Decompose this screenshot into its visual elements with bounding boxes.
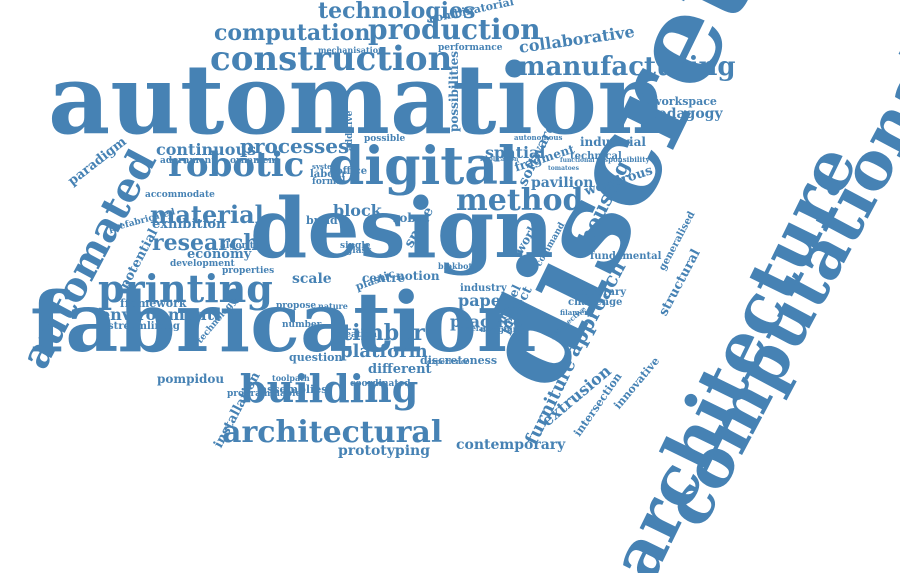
word-pompidou: pompidou <box>157 372 225 386</box>
word-implication: implication <box>480 156 519 163</box>
word-framework: framework <box>120 297 187 310</box>
word-manufacturing: manufacturing <box>518 52 736 82</box>
word-building: building <box>240 366 419 411</box>
word-mechanisation: mechanisation <box>318 45 384 55</box>
word-designing: designing <box>480 324 525 334</box>
word-possible: possible <box>364 134 406 144</box>
word-build: build <box>306 214 338 227</box>
word-economy: economy <box>187 247 252 262</box>
word-technical: technical <box>570 151 622 162</box>
word-prototyping: prototyping <box>338 443 430 459</box>
word-filament: filament <box>560 308 593 317</box>
word-artefact: artefact <box>460 324 491 333</box>
word-research: research <box>152 230 260 256</box>
word-nature: nature <box>318 301 348 311</box>
word-single: single <box>340 241 371 251</box>
word-fundamental: fundamental <box>590 251 662 262</box>
word-coordinated: coordinated <box>350 379 411 389</box>
word-contemporary: contemporary <box>456 437 566 453</box>
word-different: different <box>368 362 432 377</box>
word-printing: printing <box>98 266 273 311</box>
word-experience: experience <box>427 357 470 366</box>
word-algorithm: algorithm <box>220 241 270 251</box>
word-architectural: architectural <box>222 415 443 450</box>
word-possibilities: possibilities <box>447 50 461 132</box>
word-centre: centre <box>362 271 406 285</box>
word-temporary: temporary <box>568 287 627 298</box>
word-development: development <box>170 259 235 269</box>
word-office: office <box>336 166 368 177</box>
word-industrial: industrial <box>580 135 646 149</box>
word-industry: industry <box>460 283 507 294</box>
word-tomatoes: tomatoes <box>548 165 579 172</box>
word-glass: glass <box>346 246 372 256</box>
word-production: production <box>368 13 541 46</box>
word-exhibition: exhibition <box>152 217 226 232</box>
word-material: material <box>150 200 264 229</box>
word-spatial: spatial <box>485 143 546 162</box>
word-accommodate: accommodate <box>145 190 215 200</box>
word-design: design <box>250 181 554 277</box>
word-labour: labour <box>310 169 347 180</box>
word-timber: timber <box>342 320 425 346</box>
word-creation: creation <box>335 330 377 340</box>
word-processes: processes <box>240 134 350 158</box>
word-propose: propose <box>276 301 317 311</box>
word-autonomous: autonomous <box>514 133 563 142</box>
word-assemblies: assemblies <box>260 383 328 396</box>
word-blokbot: blokbot <box>438 261 473 271</box>
word-question: question <box>289 351 343 364</box>
word-platform: platform <box>340 341 428 362</box>
word-pavilion: pavilion <box>531 175 594 191</box>
word-streamlining: streamlining <box>108 321 180 332</box>
word-construction: construction <box>210 39 453 79</box>
word-formal: formal <box>312 177 346 187</box>
word-workspace: workspace <box>652 95 717 108</box>
word-responsibility: responsibility <box>596 155 650 164</box>
word-robotic: robotic <box>168 145 305 185</box>
word-adornment: adornment <box>160 156 216 166</box>
word-paper: paper <box>458 291 510 310</box>
word-digital: digital <box>328 136 518 197</box>
word-toolpath: toolpath <box>272 373 310 383</box>
word-notion: notion <box>396 269 440 283</box>
word-computation: computation <box>214 20 371 46</box>
word-performance: performance <box>438 43 503 53</box>
word-discreteness: discreteness <box>420 354 498 367</box>
word-system: system <box>312 162 340 171</box>
word-properties: properties <box>222 266 275 276</box>
word-robot: robot <box>393 211 430 225</box>
word-additive: additive <box>345 110 355 151</box>
word-environment: environment <box>100 305 215 324</box>
word-continuous: continuous <box>156 140 257 159</box>
word-method: method <box>456 183 584 218</box>
word-automation: automation <box>48 43 667 156</box>
word-pedagogy: pedagogy <box>648 106 723 122</box>
word-scale: scale <box>292 271 332 287</box>
word-block: block <box>333 201 382 220</box>
word-number: number <box>282 320 322 330</box>
word-fabrication: fabrication <box>30 275 537 371</box>
word-practice: practice <box>450 312 524 331</box>
word-programmable: programmable <box>227 389 302 399</box>
word-technologies: technologies <box>318 0 476 24</box>
word-functional: functional <box>560 157 595 164</box>
word-ornament: ornament <box>230 156 280 166</box>
word-challenge: challenge <box>568 297 623 308</box>
